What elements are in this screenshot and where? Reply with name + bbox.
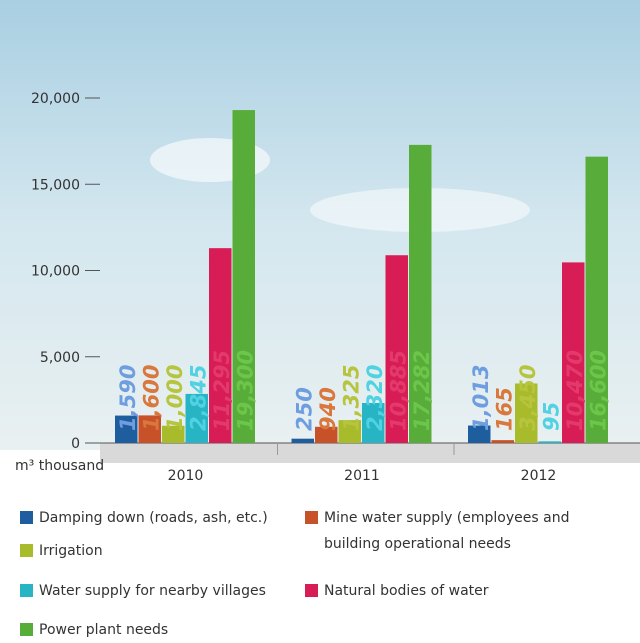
bar	[385, 255, 408, 443]
value-label: 940	[316, 387, 340, 431]
background	[0, 0, 640, 450]
value-label: 250	[292, 387, 316, 431]
y-tick-label: 20,000	[31, 91, 80, 107]
value-label: 3,450	[516, 365, 540, 431]
legend-swatch	[20, 623, 33, 636]
bar	[491, 440, 514, 443]
bar	[291, 438, 314, 443]
legend-swatch	[20, 584, 33, 597]
value-label: 10,885	[386, 350, 410, 431]
bar	[468, 425, 491, 443]
value-label: 11,295	[210, 350, 234, 431]
y-axis-label: m³ thousand	[15, 458, 104, 474]
value-label: 17,282	[410, 350, 434, 431]
category-box	[287, 463, 437, 487]
legend-item: Natural bodies of water	[305, 578, 489, 604]
bar	[185, 393, 208, 443]
legend-item: Water supply for nearby villages	[20, 578, 266, 604]
legend-item: Mine water supply (employees and buildin…	[305, 505, 570, 557]
y-tick-label: 0	[71, 436, 80, 452]
bar	[232, 110, 255, 443]
value-label: 1,000	[163, 365, 187, 431]
axis-band	[100, 443, 640, 463]
bar	[138, 415, 161, 443]
legend-item: Damping down (roads, ash, etc.)	[20, 505, 268, 531]
legend-label: Mine water supply (employees and buildin…	[324, 510, 570, 552]
value-label: 2,845	[186, 365, 210, 431]
category-box	[110, 463, 261, 487]
legend-label: Natural bodies of water	[324, 583, 489, 599]
bar	[515, 383, 538, 443]
bar	[338, 420, 361, 443]
value-label: 1,013	[469, 365, 493, 431]
value-label: 19,300	[233, 350, 257, 431]
x-tick-label: 2012	[521, 468, 557, 484]
legend-swatch	[20, 511, 33, 524]
category-box	[463, 463, 614, 487]
bar	[562, 262, 585, 443]
value-label: 2,320	[363, 365, 387, 431]
legend-swatch	[305, 511, 318, 524]
value-label: 95	[539, 402, 563, 431]
y-tick-label: 5,000	[40, 350, 80, 366]
y-tick-label: 10,000	[31, 264, 80, 280]
value-label: 1,325	[339, 365, 363, 431]
legend-label: Damping down (roads, ash, etc.)	[39, 510, 268, 526]
bar	[315, 426, 338, 443]
value-label: 16,600	[586, 350, 610, 431]
value-label: 165	[492, 387, 516, 431]
bar	[538, 441, 561, 443]
bar	[585, 156, 608, 443]
bar	[115, 415, 138, 443]
legend-label: Irrigation	[39, 543, 103, 559]
y-tick-label: 15,000	[31, 177, 80, 193]
bar	[362, 402, 385, 443]
bar	[209, 248, 232, 443]
bar	[162, 425, 185, 443]
x-tick-label: 2010	[168, 468, 204, 484]
legend-item: Irrigation	[20, 538, 103, 564]
bar	[409, 144, 432, 443]
legend-label: Power plant needs	[39, 622, 169, 638]
legend-item: Power plant needs	[20, 617, 168, 643]
x-tick-label: 2011	[344, 468, 380, 484]
value-label: 1,600	[139, 365, 163, 431]
chart: m³ thousand 0 5,000 10,000 15,000 20,000 2010…	[0, 0, 640, 487]
legend-label: Water supply for nearby villages	[39, 583, 266, 599]
value-label: 10,470	[563, 350, 587, 431]
legend-swatch	[305, 584, 318, 597]
value-label: 1,590	[116, 365, 140, 431]
legend-swatch	[20, 544, 33, 557]
